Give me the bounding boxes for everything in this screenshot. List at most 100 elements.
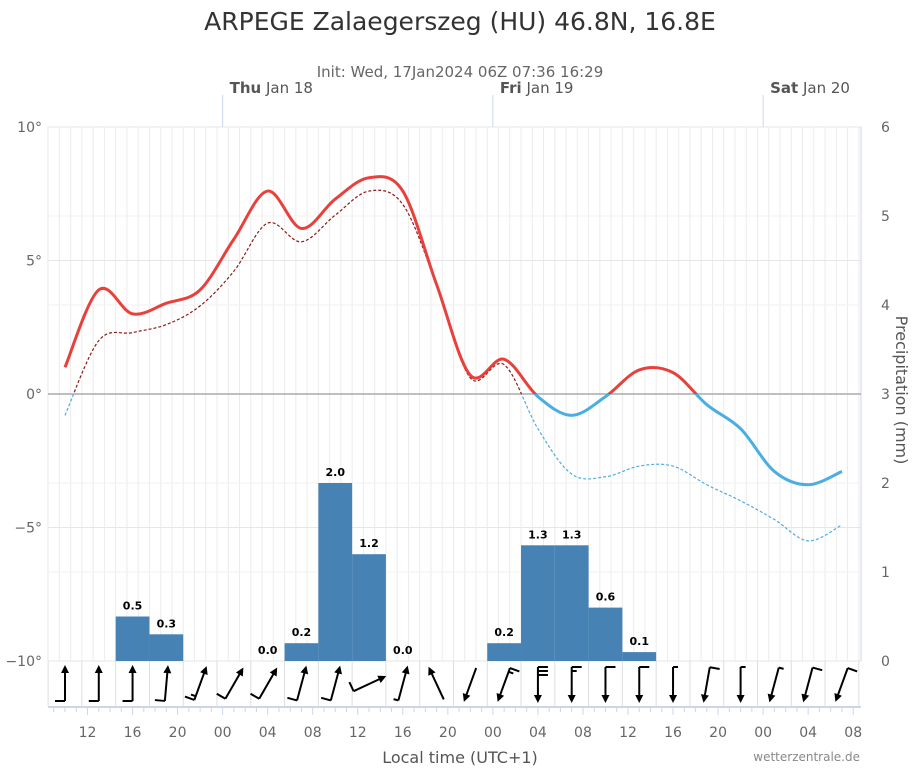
wind-barb — [462, 667, 478, 702]
precip-bar — [318, 483, 353, 661]
x-tick-label: 20 — [709, 725, 727, 741]
wind-barb — [700, 666, 720, 703]
credit-label: wetterzentrale.de — [753, 750, 860, 764]
wind-half-barb — [393, 698, 399, 702]
wind-barb — [767, 666, 784, 703]
wind-arrowhead — [300, 665, 309, 675]
wind-barb — [250, 667, 278, 700]
wind-arrowhead — [377, 675, 387, 683]
wind-arrowhead — [428, 666, 436, 676]
x-tick-label: 08 — [574, 725, 592, 741]
right-tick-label: 2 — [881, 476, 890, 492]
wind-barb — [533, 666, 548, 703]
precip-label: 1.2 — [359, 537, 379, 550]
temperature-line-above-zero — [63, 175, 699, 394]
precip-label: 0.2 — [292, 626, 312, 639]
right-tick-label: 4 — [881, 298, 890, 314]
wind-shaft — [353, 676, 384, 693]
precip-bar — [352, 554, 386, 661]
x-tick-label: 00 — [754, 725, 772, 741]
wind-arrowhead — [334, 665, 342, 675]
wind-half-barb — [778, 666, 784, 670]
wind-barb — [55, 665, 69, 702]
wind-half-barb — [190, 693, 197, 698]
wind-full-barb — [154, 699, 165, 702]
wind-arrowhead — [401, 665, 410, 675]
wind-arrowhead — [767, 693, 776, 703]
wind-arrowhead — [94, 665, 103, 673]
precip-bar — [149, 634, 184, 661]
wind-full-barb — [847, 667, 858, 673]
x-tick-label: 12 — [79, 725, 97, 741]
x-tick-label: 16 — [124, 725, 142, 741]
precip-bar — [622, 652, 657, 661]
wind-shaft — [429, 669, 445, 700]
left-tick-label: −5° — [14, 521, 42, 537]
x-axis-title: Local time (UTC+1) — [382, 748, 538, 767]
left-tick-label: 10° — [17, 120, 42, 136]
right-axis-title: Precipitation (mm) — [892, 316, 911, 465]
wind-arrowhead — [533, 695, 542, 703]
wind-shaft — [703, 667, 711, 699]
day-label: Sat Jan 20 — [770, 79, 850, 97]
wind-arrowhead — [700, 694, 709, 703]
precip-label: 2.0 — [325, 466, 345, 479]
wind-barb — [320, 665, 342, 702]
precip-bar — [487, 643, 522, 661]
day-label: Thu Jan 18 — [230, 79, 313, 97]
right-tick-label: 0 — [881, 654, 890, 670]
wind-shaft — [296, 669, 307, 701]
wind-barb — [216, 667, 244, 700]
x-tick-label: 08 — [304, 725, 322, 741]
x-tick-label: 04 — [529, 725, 547, 741]
wind-arrowhead — [801, 693, 810, 703]
temperature-lines — [63, 175, 843, 542]
precip-label: 0.5 — [123, 600, 143, 613]
right-tick-label: 1 — [881, 565, 890, 581]
wind-arrowhead — [736, 695, 745, 703]
temperature-line-below-zero — [533, 394, 843, 487]
precip-bar — [115, 616, 150, 661]
wind-barb — [496, 667, 520, 702]
wind-shaft — [224, 670, 243, 700]
wind-shaft — [803, 667, 814, 699]
wind-half-barb — [508, 670, 514, 675]
day-label-date: Jan 19 — [522, 79, 574, 97]
wind-barb — [287, 665, 309, 702]
x-tick-label: 12 — [349, 725, 367, 741]
chart-title: ARPEGE Zalaegerszeg (HU) 46.8N, 16.8E — [204, 7, 716, 36]
wind-arrowhead — [496, 692, 505, 702]
x-tick-label: 20 — [439, 725, 457, 741]
precip-label: 0.3 — [157, 617, 177, 630]
wind-arrowhead — [567, 695, 576, 703]
chart-subtitle: Init: Wed, 17Jan2024 06Z 07:36 16:29 — [317, 63, 604, 81]
x-tick-label: 00 — [484, 725, 502, 741]
wind-full-barb — [709, 666, 720, 670]
wind-barb — [88, 665, 103, 702]
dewpoint-line-below-zero — [64, 394, 843, 542]
wind-arrowhead — [601, 695, 610, 703]
grid — [47, 126, 862, 662]
x-tick-label: 04 — [799, 725, 817, 741]
wind-shaft — [329, 669, 341, 701]
wind-barb — [428, 666, 445, 700]
wind-shaft — [835, 667, 849, 699]
wind-arrowhead — [200, 666, 208, 676]
right-tick-label: 6 — [881, 120, 890, 136]
precip-label: 1.3 — [562, 528, 582, 541]
day-label-dow: Thu — [230, 79, 262, 97]
wind-shaft — [498, 667, 511, 699]
wind-barb — [801, 666, 823, 703]
wind-shaft — [193, 669, 207, 701]
wind-shaft — [258, 670, 277, 700]
day-label-date: Jan 20 — [798, 79, 850, 97]
right-tick-label: 3 — [881, 387, 890, 403]
precip-label: 0.0 — [393, 644, 413, 657]
precip-bar — [521, 545, 555, 661]
wind-arrowhead — [635, 695, 644, 703]
wind-barb — [834, 667, 858, 702]
wind-barb — [154, 665, 172, 702]
x-tick-label: 08 — [844, 725, 862, 741]
right-tick-label: 5 — [881, 209, 890, 225]
precip-label: 0.0 — [258, 644, 278, 657]
